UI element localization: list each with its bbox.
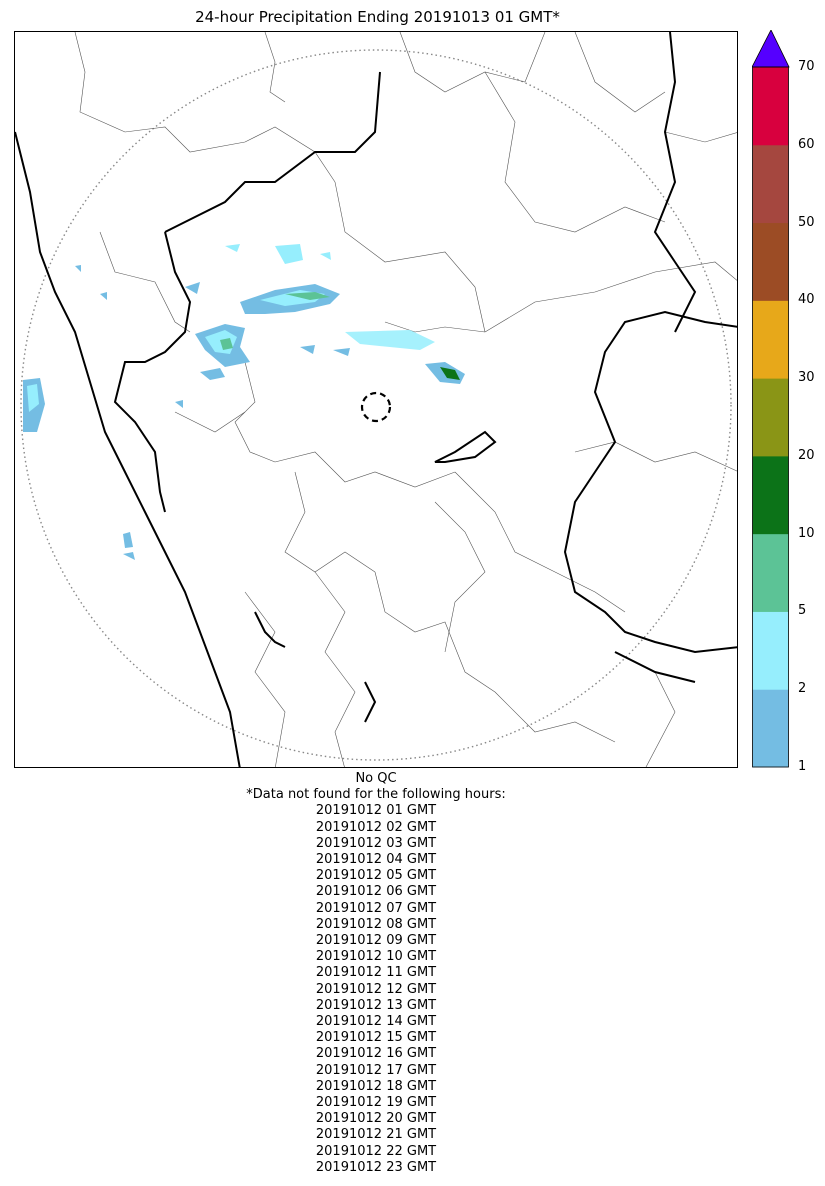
colorbar-extend-triangle [752,30,790,68]
missing-hour: 20191012 08 GMT [315,916,437,932]
notes-block: No QC *Data not found for the following … [0,771,752,1176]
missing-hour: 20191012 07 GMT [315,900,437,916]
colorbar-tick-label: 10 [798,525,815,541]
colorbar-segment [752,222,789,301]
colorbar-tick-label: 1 [798,759,807,774]
colorbar-segment [752,611,789,690]
colorbar [752,30,790,768]
missing-hour: 20191012 04 GMT [315,852,437,868]
colorbar-tick-label: 70 [798,59,815,74]
missing-hour: 20191012 16 GMT [315,1046,437,1062]
colorbar-segment [752,689,789,768]
missing-hour: 20191012 06 GMT [315,884,437,900]
colorbar-tick-label: 60 [798,136,815,152]
missing-hour: 20191012 09 GMT [315,933,437,949]
missing-hours-list: 20191012 01 GMT 20191012 02 GMT 20191012 0… [0,803,752,1176]
missing-hour: 20191012 05 GMT [315,868,437,884]
missing-hour: 20191012 11 GMT [315,965,437,981]
colorbar-segment [752,533,789,612]
colorbar-outline [752,66,789,768]
colorbar-segment [752,144,789,224]
colorbar-tick-label: 2 [798,681,807,697]
missing-hour: 20191012 18 GMT [315,1078,437,1094]
missing-hour: 20191012 20 GMT [315,1111,437,1127]
missing-hour: 20191012 15 GMT [315,1030,437,1046]
qc-label: No QC [355,771,397,786]
precipitation-map[interactable] [14,31,738,768]
missing-hour: 20191012 19 GMT [315,1095,437,1111]
map-canvas [15,32,737,767]
missing-hour: 20191012 03 GMT [315,835,437,851]
missing-hour: 20191012 21 GMT [315,1127,437,1143]
coastline [15,131,241,767]
colorbar-tick-label: 50 [798,214,815,230]
missing-hour: 20191012 10 GMT [315,949,437,965]
colorbar-tick-label: 40 [798,292,815,308]
colorbar-segment [752,300,789,379]
missing-hour: 20191012 12 GMT [315,981,437,997]
colorbar-tick-label: 5 [798,603,807,619]
colorbar-segment [752,378,789,457]
precipitation-echoes [23,244,465,560]
radar-site-marker [360,391,392,423]
colorbar-segment [752,67,789,146]
state-boundaries [15,32,737,767]
missing-hour: 20191012 13 GMT [315,997,437,1013]
district-boundaries [74,32,737,767]
missing-hour: 20191012 17 GMT [315,1062,437,1078]
missing-hour: 20191012 23 GMT [315,1159,437,1175]
missing-hour: 20191012 02 GMT [315,819,437,835]
missing-hour: 20191012 14 GMT [315,1014,437,1030]
colorbar-tick-label: 30 [798,370,815,386]
missing-hour: 20191012 01 GMT [315,803,437,819]
colorbar-tick-label: 20 [798,447,815,463]
map-title: 24-hour Precipitation Ending 20191013 01… [195,8,560,26]
missing-hour: 20191012 22 GMT [315,1143,437,1159]
colorbar-segment [752,455,789,535]
radar-range-ring [20,49,732,761]
missing-header: *Data not found for the following hours: [246,787,506,803]
